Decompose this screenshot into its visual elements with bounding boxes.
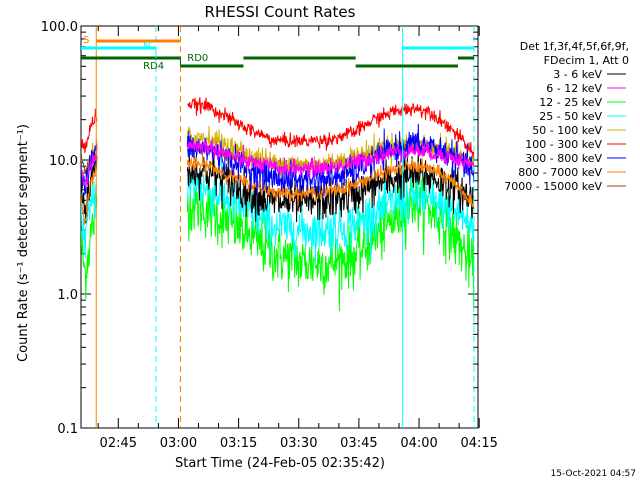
footer-date: 15-Oct-2021 04:57 xyxy=(551,469,636,479)
legend-label: 300 - 800 keV xyxy=(525,152,602,165)
x-axis-label: Start Time (24-Feb-05 02:35:42) xyxy=(175,456,385,471)
series-line xyxy=(186,155,475,208)
x-tick-label: 03:30 xyxy=(280,436,317,451)
y-axis-label: Count Rate (s⁻¹ detector segment⁻¹) xyxy=(16,124,31,362)
series-line xyxy=(81,180,98,258)
y-tick-label: 0.1 xyxy=(57,422,78,437)
series-line xyxy=(81,108,98,154)
x-tick-label: 03:45 xyxy=(340,436,377,451)
state-label: RD0 xyxy=(187,53,208,64)
x-tick-label: 04:00 xyxy=(400,436,437,451)
legend-label: 800 - 7000 keV xyxy=(518,166,602,179)
legend-header-line: FDecim 1, Att 0 xyxy=(544,54,629,67)
legend-label: 50 - 100 keV xyxy=(532,124,602,137)
state-label: RD4 xyxy=(143,61,164,72)
plot-area: 0.1 1.0 10.0 100.0 02:45 03:00 03:15 03:30 03:45… xyxy=(41,20,498,451)
series-line xyxy=(81,147,98,188)
y-tick-label: 100.0 xyxy=(41,20,78,35)
state-label: N xyxy=(143,41,150,52)
legend-header-line: Det 1f,3f,4f,5f,6f,9f, xyxy=(520,40,629,53)
series-line xyxy=(187,97,475,159)
x-tick-label: 03:00 xyxy=(160,436,197,451)
legend-label: 3 - 6 keV xyxy=(553,68,602,81)
x-tick-label: 03:15 xyxy=(220,436,257,451)
legend-label: 6 - 12 keV xyxy=(546,82,602,95)
series-line xyxy=(186,123,475,197)
legend-label: 25 - 50 keV xyxy=(539,110,602,123)
series-line xyxy=(186,138,475,179)
legend: Det 1f,3f,4f,5f,6f,9f, FDecim 1, Att 0 3… xyxy=(504,40,629,193)
series-line xyxy=(81,167,98,226)
legend-label: 100 - 300 keV xyxy=(525,138,602,151)
series-line xyxy=(186,157,475,264)
x-tick-label: 04:15 xyxy=(460,436,497,451)
axes-frame xyxy=(80,25,479,429)
legend-label: 12 - 25 keV xyxy=(539,96,602,109)
state-label: S xyxy=(83,35,89,46)
y-tick-label: 1.0 xyxy=(57,288,78,303)
y-tick-label: 10.0 xyxy=(49,154,78,169)
legend-label: 7000 - 15000 keV xyxy=(504,180,602,193)
chart-title: RHESSI Count Rates xyxy=(205,3,356,21)
series-group xyxy=(81,97,475,312)
x-tick-label: 02:45 xyxy=(100,436,137,451)
